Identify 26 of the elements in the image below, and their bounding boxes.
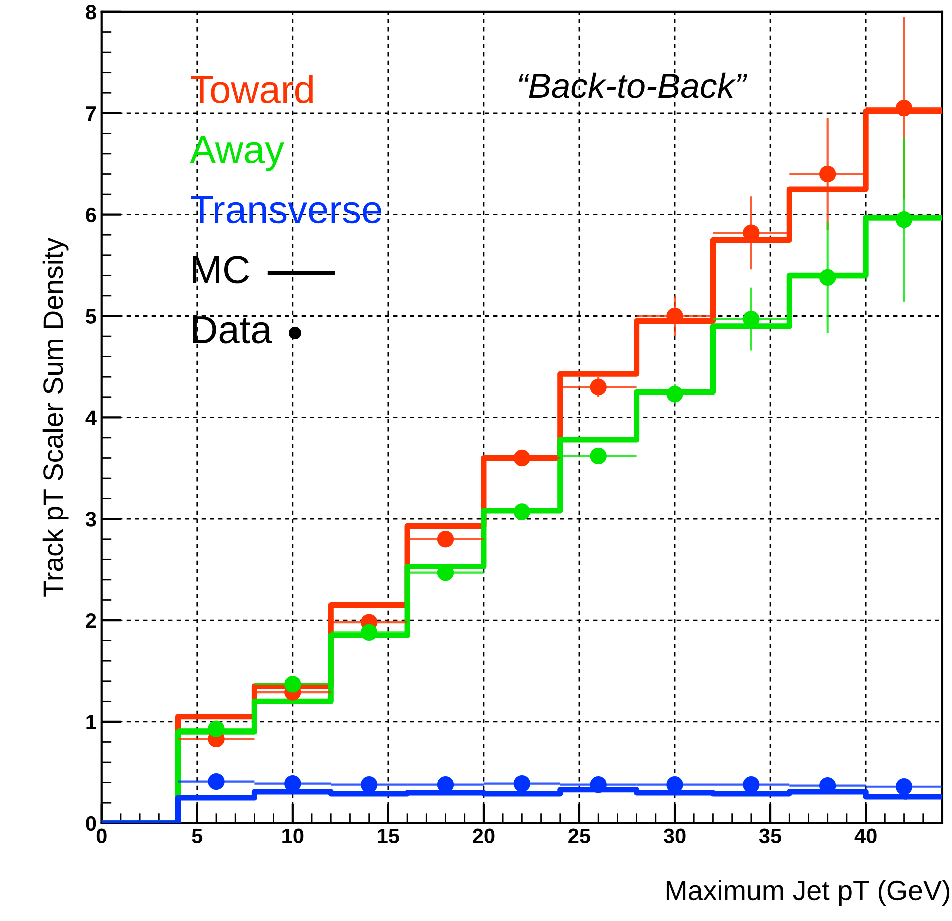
x-axis-title: Maximum Jet pT (GeV): [666, 880, 950, 906]
x-tick-label: 15: [378, 829, 400, 844]
y-tick-label: 6: [86, 208, 96, 223]
y-tick-label: 3: [86, 512, 96, 527]
annotation: Data: [193, 316, 272, 344]
x-tick-label: 30: [664, 828, 686, 844]
y-tick-label: 5: [86, 309, 96, 324]
x-tick-label: 40: [854, 828, 877, 844]
text: Away: [190, 136, 284, 172]
x-tick-label: 0: [96, 828, 107, 844]
y-axis-title: Track pT Scaler Sum Density: [42, 238, 69, 597]
x-tick-label: 25: [568, 828, 590, 844]
x-tick-label: 5: [192, 829, 203, 844]
y-tick-label: 2: [86, 614, 96, 628]
y-tick-label: 0: [86, 816, 96, 832]
annotation: MC: [193, 256, 250, 284]
y-tick-label: 7: [86, 106, 96, 121]
x-tick-label: 35: [759, 828, 782, 844]
y-tick-label: 1: [86, 715, 96, 730]
y-tick-label: 4: [86, 410, 97, 426]
text: Toward: [191, 74, 313, 104]
annotation: “Back-to-Back”: [519, 72, 748, 98]
text: Transverse: [191, 196, 382, 224]
x-tick-label: 10: [282, 828, 304, 844]
y-tick-label: 8: [86, 4, 96, 20]
x-tick-label: 20: [473, 828, 495, 844]
